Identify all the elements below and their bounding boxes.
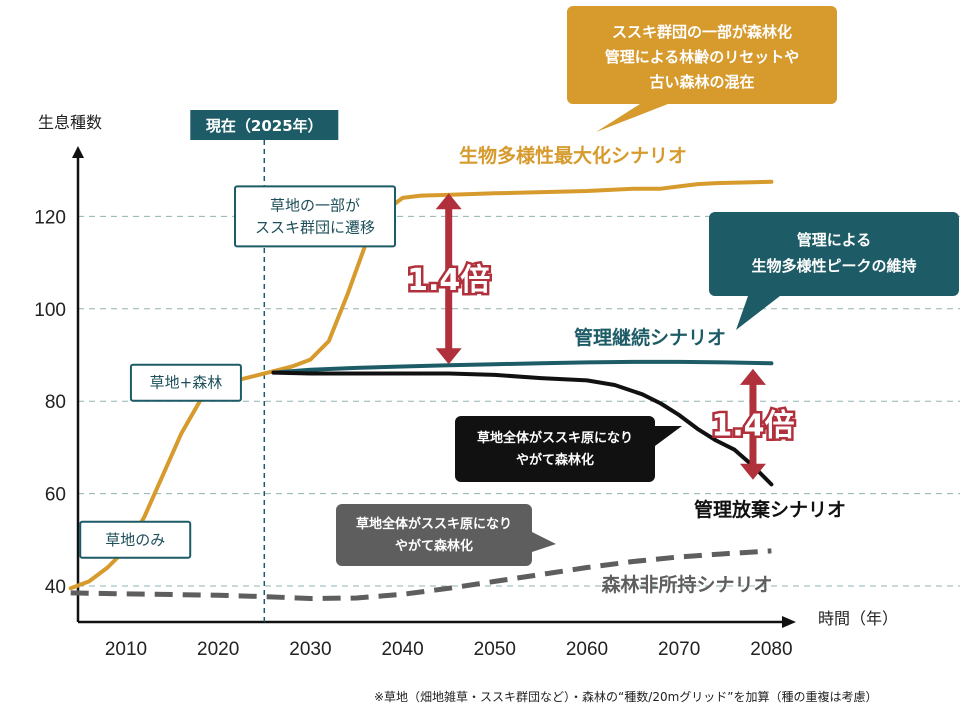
stage-text-1-line-0: 草地+森林 bbox=[150, 374, 223, 392]
series-line-abandon bbox=[271, 370, 774, 487]
y-tick-label-60: 60 bbox=[45, 485, 66, 506]
stage-box-0 bbox=[79, 520, 192, 559]
callout-bubble-1 bbox=[709, 212, 959, 296]
callout-text-3-line-0: 草地全体がススキ原になり bbox=[356, 516, 512, 532]
current-year-box bbox=[190, 110, 339, 140]
ratio-label-1: 1.4倍 bbox=[711, 408, 794, 443]
callout-tail-3 bbox=[532, 532, 556, 552]
x-tick-label-2070: 2070 bbox=[658, 639, 700, 660]
tick-labels: 2010 2020 2030 2040 2050 2060 2070 2080 40 60 80 10… bbox=[34, 207, 792, 660]
stage-text-2-line-1: ススキ群団に遷移 bbox=[255, 218, 375, 236]
callout-text-2-line-1: やがて森林化 bbox=[516, 452, 594, 468]
ratio-arrow-head-top-1 bbox=[739, 368, 766, 385]
series-line-continue bbox=[271, 359, 774, 375]
y-tick-label-80: 80 bbox=[45, 392, 66, 413]
y-axis-title: 生息種数 bbox=[38, 113, 102, 132]
x-tick-label-2050: 2050 bbox=[474, 639, 516, 660]
callout-bubble-0 bbox=[567, 6, 837, 104]
callout-text-2-line-0: 草地全体がススキ原になり bbox=[477, 430, 633, 446]
callout-tail-0 bbox=[596, 104, 668, 132]
ratio-arrow-head-bottom-0 bbox=[435, 348, 462, 365]
callout-tail-2 bbox=[655, 426, 682, 446]
x-tick-label-2010: 2010 bbox=[105, 639, 147, 660]
y-tick-label-120: 120 bbox=[34, 207, 66, 228]
series-label-maximize: 生物多様性最大化シナリオ bbox=[459, 144, 687, 167]
series-lines bbox=[68, 179, 774, 601]
stage-box-1 bbox=[129, 363, 242, 402]
callout-text-0-line-1: 管理による林齢のリセットや bbox=[605, 48, 800, 66]
series-label-nonowner: 森林非所持シナリオ bbox=[601, 573, 772, 596]
callouts: ススキ群団の一部が森林化管理による林齢のリセットや古い森林の混在管理による生物多… bbox=[336, 6, 959, 566]
y-tick-label-100: 100 bbox=[34, 300, 66, 321]
current-year-marker: 現在（2025年） bbox=[190, 110, 339, 622]
callout-text-1-line-1: 生物多様性ピークの維持 bbox=[751, 257, 916, 275]
callout-text-3-line-1: やがて森林化 bbox=[395, 538, 473, 554]
ratio-label-0: 1.4倍 bbox=[407, 263, 490, 298]
callout-bubble-2 bbox=[455, 416, 655, 482]
series-label-continue: 管理継続シナリオ bbox=[574, 326, 726, 349]
x-tick-label-2060: 2060 bbox=[566, 639, 608, 660]
x-axis-arrow bbox=[782, 616, 796, 628]
footnote: ※草地（畑地雑草・ススキ群団など）・森林の“種数/20mグリッド”を加算（種の重… bbox=[374, 689, 878, 704]
callout-tail-1 bbox=[736, 296, 780, 330]
x-axis-title: 時間（年） bbox=[818, 609, 898, 628]
y-tick-label-40: 40 bbox=[45, 577, 66, 598]
x-tick-label-2040: 2040 bbox=[381, 639, 423, 660]
x-tick-label-2030: 2030 bbox=[289, 639, 331, 660]
stage-box-2 bbox=[234, 185, 397, 248]
series-label-abandon: 管理放棄シナリオ bbox=[694, 498, 846, 521]
y-axis-arrow bbox=[72, 146, 84, 158]
callout-text-1-line-0: 管理による bbox=[797, 231, 872, 249]
ratio-arrow-head-bottom-1 bbox=[739, 463, 766, 480]
axes bbox=[72, 146, 796, 628]
current-year-label: 現在（2025年） bbox=[206, 117, 323, 135]
ratio-markers: 1.4倍 1.4倍 bbox=[405, 193, 797, 480]
x-tick-label-2080: 2080 bbox=[750, 639, 792, 660]
series-line-maximize bbox=[68, 179, 774, 591]
callout-bubble-3 bbox=[336, 504, 532, 566]
callout-text-0-line-2: 古い森林の混在 bbox=[649, 73, 754, 91]
series-line-nonowner bbox=[70, 548, 772, 601]
ratio-arrow-head-top-0 bbox=[435, 193, 462, 210]
callout-text-0-line-0: ススキ群団の一部が森林化 bbox=[612, 23, 792, 41]
stage-text-0-line-0: 草地のみ bbox=[105, 531, 165, 549]
x-tick-label-2020: 2020 bbox=[197, 639, 239, 660]
stage-text-2-line-0: 草地の一部が bbox=[270, 196, 360, 214]
